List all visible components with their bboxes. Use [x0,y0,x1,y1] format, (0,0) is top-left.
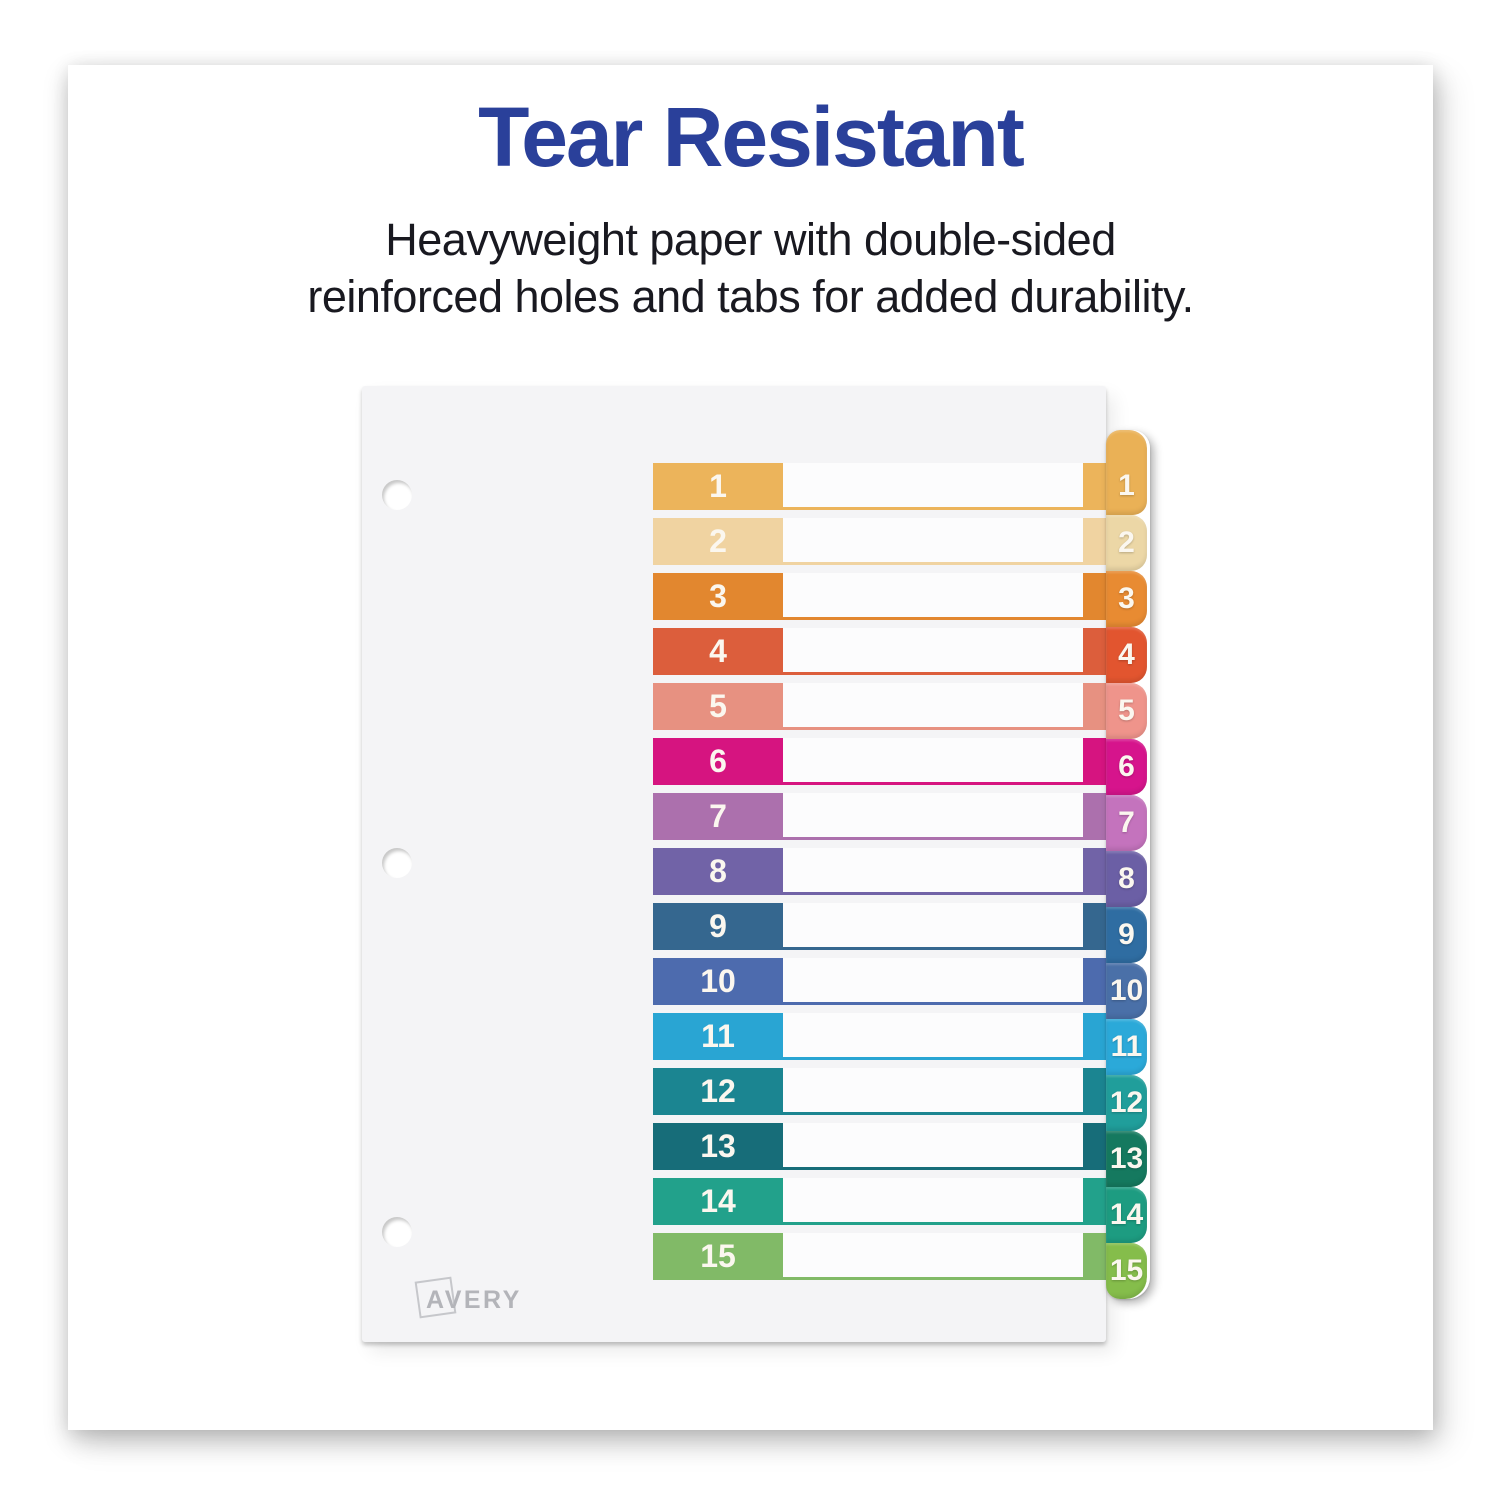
table-of-contents-row: 7 [653,793,1106,840]
index-tab: 3 [1106,571,1147,627]
index-tab: 10 [1106,963,1147,1019]
index-tab: 8 [1106,851,1147,907]
subtitle-line-1: Heavyweight paper with double-sided [385,214,1116,265]
row-end-cap [1083,738,1106,785]
row-number-block: 5 [653,683,783,730]
index-tab: 5 [1106,683,1147,739]
row-write-line [783,463,1083,510]
row-write-line [783,1178,1083,1225]
row-write-line [783,1123,1083,1170]
row-number-block: 11 [653,1013,783,1060]
row-end-cap [1083,1178,1106,1225]
row-number-block: 8 [653,848,783,895]
row-end-cap [1083,903,1106,950]
index-tab: 11 [1106,1019,1147,1075]
index-tab: 14 [1106,1187,1147,1243]
row-number-block: 9 [653,903,783,950]
table-of-contents-row: 4 [653,628,1106,675]
table-of-contents-row: 11 [653,1013,1106,1060]
row-number-block: 1 [653,463,783,510]
row-end-cap [1083,683,1106,730]
row-write-line [783,683,1083,730]
row-write-line [783,518,1083,565]
row-number-block: 12 [653,1068,783,1115]
row-end-cap [1083,1123,1106,1170]
row-write-line [783,573,1083,620]
table-of-contents-row: 1 [653,463,1106,510]
row-write-line [783,738,1083,785]
subtitle-line-2: reinforced holes and tabs for added dura… [307,271,1194,322]
table-of-contents-row: 9 [653,903,1106,950]
row-number-block: 13 [653,1123,783,1170]
table-of-contents-row: 2 [653,518,1106,565]
table-of-contents-row: 14 [653,1178,1106,1225]
index-tab: 4 [1106,627,1147,683]
row-write-line [783,793,1083,840]
table-of-contents-row: 6 [653,738,1106,785]
row-write-line [783,1233,1083,1280]
row-number-block: 10 [653,958,783,1005]
table-of-contents-row: 12 [653,1068,1106,1115]
index-tab: 13 [1106,1131,1147,1187]
index-tab: 1 [1106,430,1147,515]
index-tab: 6 [1106,739,1147,795]
row-end-cap [1083,958,1106,1005]
row-end-cap [1083,463,1106,510]
table-of-contents-row: 5 [653,683,1106,730]
index-tab: 15 [1106,1243,1147,1299]
table-of-contents-row: 8 [653,848,1106,895]
row-end-cap [1083,793,1106,840]
punch-hole-middle [382,848,412,878]
table-of-contents-row: 3 [653,573,1106,620]
row-write-line [783,848,1083,895]
table-of-contents-row: 10 [653,958,1106,1005]
logo-text: AVERY [426,1286,522,1314]
index-tab: 2 [1106,515,1147,571]
row-number-block: 2 [653,518,783,565]
table-of-contents-row: 15 [653,1233,1106,1280]
index-tab-strip: 1 2 3 4 5 6 7 8 9 10 11 12 13 14 15 [1106,430,1150,1299]
row-number-block: 15 [653,1233,783,1280]
page-title: Tear Resistant [478,90,1025,184]
row-write-line [783,1013,1083,1060]
table-of-contents-row: 13 [653,1123,1106,1170]
index-tab: 12 [1106,1075,1147,1131]
row-end-cap [1083,1068,1106,1115]
subtitle: Heavyweight paper with double-sided rein… [68,211,1433,325]
row-end-cap [1083,1233,1106,1280]
punch-hole-top [382,480,412,510]
index-tab: 9 [1106,907,1147,963]
row-number-block: 3 [653,573,783,620]
row-number-block: 4 [653,628,783,675]
row-number-block: 14 [653,1178,783,1225]
row-end-cap [1083,518,1106,565]
row-write-line [783,958,1083,1005]
row-write-line [783,1068,1083,1115]
divider-sheet: 1 2 3 4 5 6 7 8 9 [362,386,1150,1342]
row-write-line [783,903,1083,950]
row-number-block: 7 [653,793,783,840]
punch-hole-bottom [382,1217,412,1247]
index-tab: 7 [1106,795,1147,851]
row-end-cap [1083,573,1106,620]
row-end-cap [1083,848,1106,895]
row-end-cap [1083,1013,1106,1060]
avery-logo: AVERY [414,1276,566,1330]
row-end-cap [1083,628,1106,675]
product-card: Tear Resistant Heavyweight paper with do… [68,65,1433,1430]
row-number-block: 6 [653,738,783,785]
row-write-line [783,628,1083,675]
